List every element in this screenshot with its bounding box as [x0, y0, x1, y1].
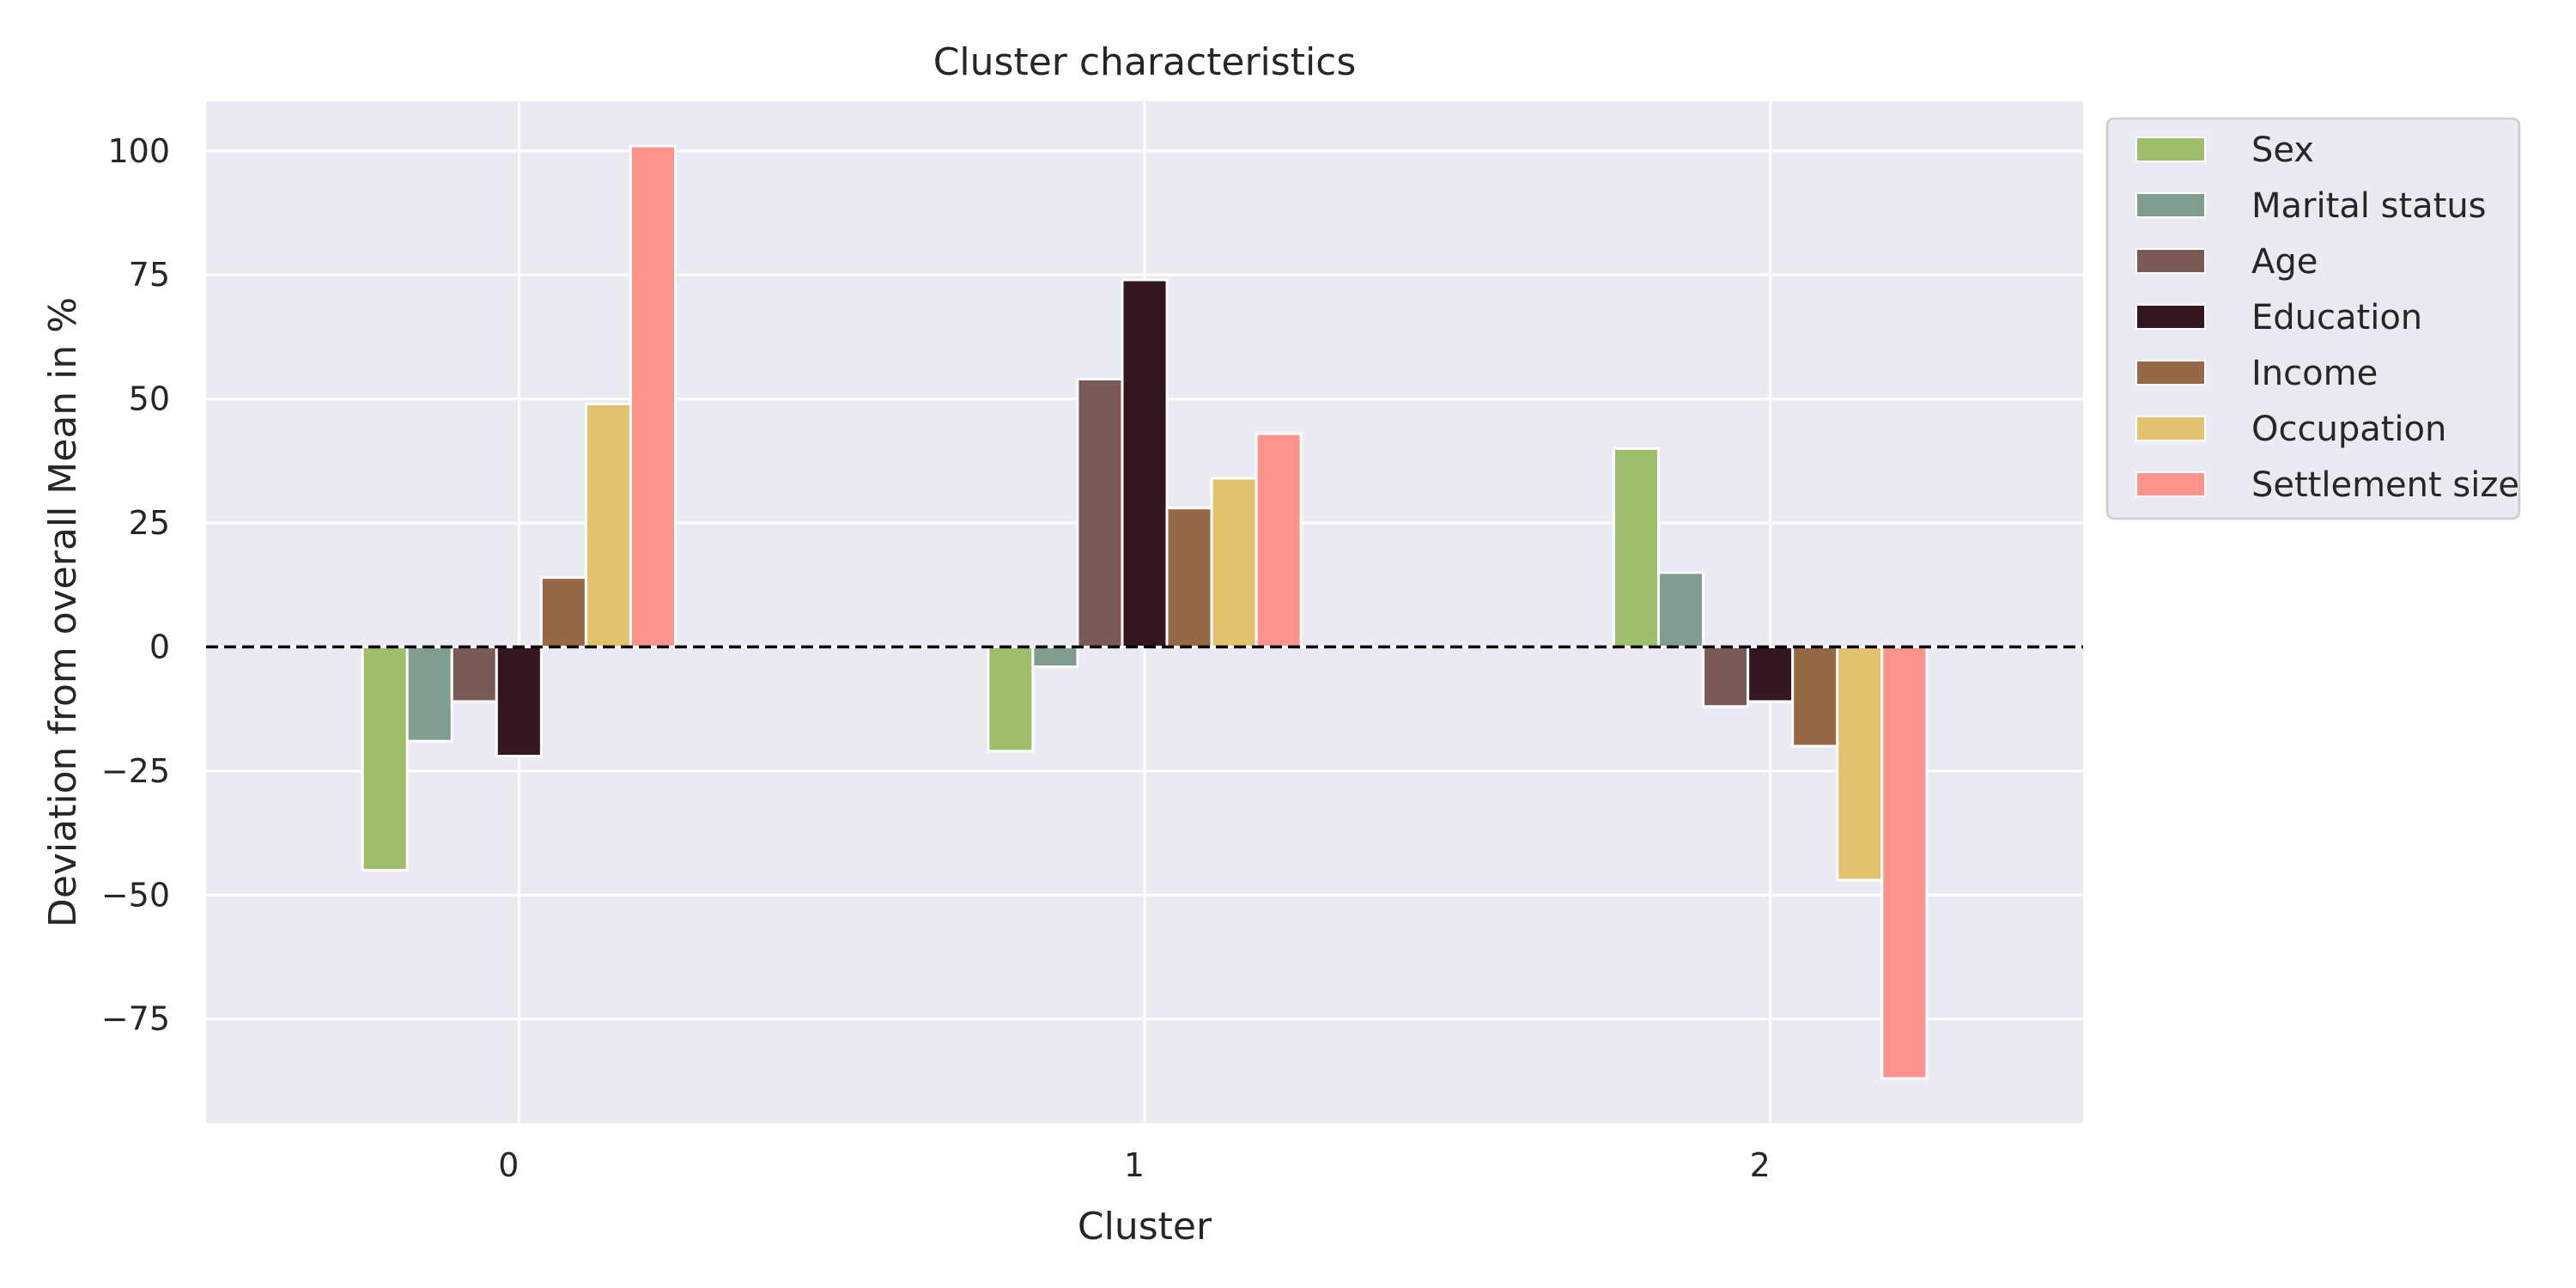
legend-swatch	[2136, 360, 2206, 386]
bar	[987, 645, 1035, 753]
bar	[1880, 645, 1929, 1080]
legend-item: Marital status	[2136, 186, 2487, 226]
bar	[1031, 645, 1079, 669]
bar	[450, 645, 498, 703]
legend: Sex Marital status Age Education Income Occup…	[2105, 117, 2521, 520]
y-axis-title: Deviation from overall Mean in %	[41, 297, 85, 927]
x-axis-title: Cluster	[1078, 1205, 1212, 1249]
y-tick-label: 75	[129, 256, 170, 294]
legend-swatch	[2136, 137, 2206, 162]
chart-title: Cluster characteristics	[933, 40, 1357, 84]
legend-swatch	[2136, 416, 2206, 441]
bar	[1210, 477, 1258, 648]
bar	[1255, 432, 1303, 648]
bar	[1657, 571, 1705, 648]
y-tick-label: 0	[149, 628, 170, 665]
legend-item: Settlement size	[2136, 465, 2519, 505]
legend-label: Sex	[2251, 131, 2314, 170]
bar	[495, 645, 543, 758]
bar	[1747, 645, 1795, 703]
bar	[584, 402, 632, 648]
legend-swatch	[2136, 304, 2206, 330]
bar	[405, 645, 453, 743]
legend-label: Settlement size	[2251, 465, 2519, 505]
y-tick-label: 25	[129, 504, 170, 542]
bar	[1121, 278, 1169, 648]
legend-swatch	[2136, 192, 2206, 218]
bar	[1165, 507, 1213, 648]
y-tick-label: −25	[101, 752, 170, 790]
bar	[1702, 645, 1750, 708]
y-tick-label: −50	[101, 876, 170, 914]
x-tick-label: 1	[1124, 1146, 1145, 1184]
bar	[539, 576, 587, 648]
legend-label: Age	[2251, 242, 2318, 282]
legend-label: Income	[2251, 354, 2378, 393]
y-tick-labels: 100 75 50 25 0 −25 −50 −75	[101, 132, 170, 1038]
x-tick-label: 0	[498, 1146, 519, 1184]
legend-swatch	[2136, 248, 2206, 274]
bar	[1836, 645, 1884, 882]
legend-item: Sex	[2136, 131, 2314, 170]
legend-item: Occupation	[2136, 410, 2446, 449]
x-tick-labels: 0 1 2	[498, 1146, 1771, 1184]
bar	[361, 645, 409, 872]
x-tick-label: 2	[1750, 1146, 1771, 1184]
bar	[629, 144, 677, 648]
legend-item: Age	[2136, 242, 2318, 282]
y-tick-label: −75	[101, 1000, 170, 1038]
y-tick-label: 100	[107, 132, 170, 170]
legend-label: Education	[2251, 298, 2422, 337]
legend-item: Education	[2136, 298, 2422, 337]
bar	[1076, 377, 1124, 648]
legend-frame	[2105, 117, 2521, 520]
legend-label: Occupation	[2251, 410, 2446, 449]
bar	[1791, 645, 1839, 748]
legend-swatch	[2136, 471, 2206, 497]
legend-item: Income	[2136, 354, 2378, 393]
y-tick-label: 50	[129, 380, 170, 418]
bar	[1613, 447, 1661, 648]
legend-label: Marital status	[2251, 186, 2487, 226]
